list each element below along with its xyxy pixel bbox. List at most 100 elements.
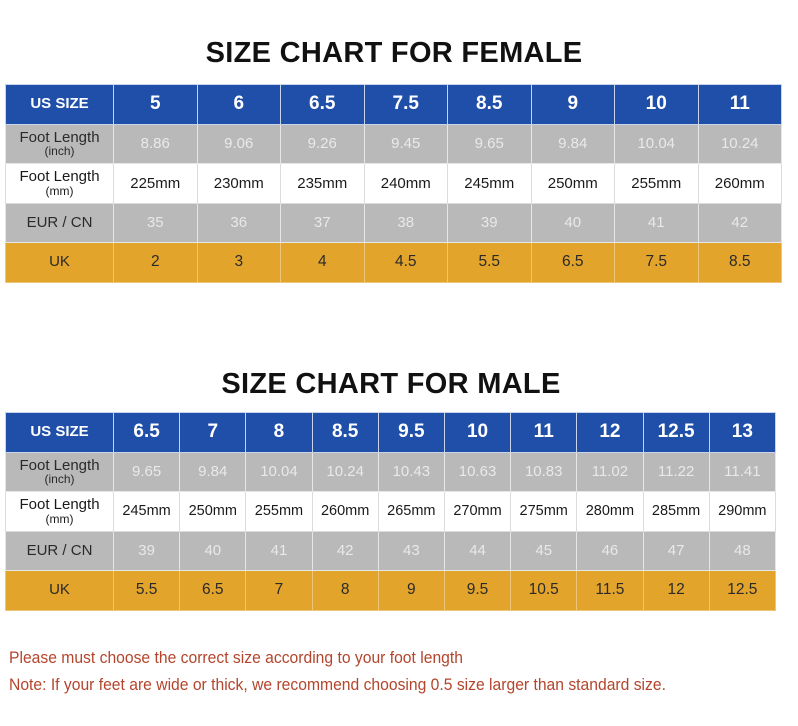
eur-cell: 42	[311, 530, 379, 571]
row-label-text: US SIZE	[30, 423, 89, 441]
foot-length-inch-row: Foot Length (inch) 8.86 9.06 9.26 9.45 9.65 9.8…	[5, 123, 782, 164]
eur-cell: 48	[708, 530, 777, 571]
uk-cell: 5.5	[112, 570, 181, 611]
mm-cell: 230mm	[196, 163, 281, 204]
mm-cell: 225mm	[113, 163, 198, 204]
inch-cell: 8.86	[113, 123, 198, 164]
row-label-unit: (inch)	[44, 472, 75, 487]
uk-cell: 4	[280, 242, 365, 283]
eur-cell: 46	[576, 530, 644, 571]
uk-size-row: UK 2 3 4 4.5 5.5 6.5 7.5 8.5	[5, 242, 782, 283]
foot-length-note: Please must choose the correct size acco…	[9, 649, 463, 667]
inch-cell: 10.04	[245, 451, 313, 492]
eur-cell: 39	[112, 530, 181, 571]
uk-cell: 11.5	[576, 570, 644, 611]
row-label: Foot Length (mm)	[5, 491, 114, 532]
mm-cell: 275mm	[510, 491, 578, 532]
us-cell: 6.5	[280, 84, 365, 125]
row-label-text: UK	[49, 253, 70, 271]
inch-cell: 9.65	[112, 451, 181, 492]
us-cell: 9.5	[377, 412, 445, 453]
row-label: Foot Length (inch)	[5, 123, 114, 164]
uk-cell: 2	[113, 242, 198, 283]
row-label-text: Foot Length	[19, 456, 100, 474]
row-label-text: EUR / CN	[26, 541, 93, 559]
uk-size-row: UK 5.5 6.5 7 8 9 9.5 10.5 11.5 12 12.5	[5, 570, 777, 611]
eur-cell: 40	[530, 202, 615, 243]
uk-cell: 8	[311, 570, 379, 611]
female-chart-title: SIZE CHART FOR FEMALE	[205, 37, 583, 69]
mm-cell: 245mm	[447, 163, 532, 204]
inch-cell: 9.84	[530, 123, 615, 164]
row-label: EUR / CN	[5, 530, 114, 571]
us-size-row: US SIZE 5 6 6.5 7.5 8.5 9 10 11	[5, 84, 782, 125]
uk-cell: 12.5	[708, 570, 777, 611]
uk-cell: 10.5	[510, 570, 578, 611]
uk-cell: 8.5	[697, 242, 782, 283]
us-size-row: US SIZE 6.5 7 8 8.5 9.5 10 11 12 12.5 13	[5, 412, 777, 453]
us-cell: 7.5	[363, 84, 448, 125]
mm-cell: 250mm	[179, 491, 247, 532]
us-cell: 5	[113, 84, 198, 125]
row-label: US SIZE	[5, 412, 114, 453]
inch-cell: 10.04	[614, 123, 699, 164]
us-cell: 8.5	[447, 84, 532, 125]
foot-length-mm-row: Foot Length (mm) 245mm 250mm 255mm 260mm 265mm…	[5, 491, 777, 532]
mm-cell: 265mm	[377, 491, 445, 532]
foot-length-mm-row: Foot Length (mm) 225mm 230mm 235mm 240mm 245mm…	[5, 163, 782, 204]
row-label: Foot Length (mm)	[5, 163, 114, 204]
us-cell: 11	[697, 84, 782, 125]
uk-cell: 4.5	[363, 242, 448, 283]
male-size-table: US SIZE 6.5 7 8 8.5 9.5 10 11 12 12.5 13 Foot Lengt…	[5, 412, 777, 611]
inch-cell: 10.24	[697, 123, 782, 164]
mm-cell: 240mm	[363, 163, 448, 204]
row-label-text: UK	[49, 581, 70, 599]
us-cell: 9	[530, 84, 615, 125]
us-cell: 8.5	[311, 412, 379, 453]
row-label: UK	[5, 570, 114, 611]
us-cell: 13	[708, 412, 777, 453]
row-label-text: Foot Length	[19, 128, 100, 146]
eur-cell: 37	[280, 202, 365, 243]
us-cell: 8	[245, 412, 313, 453]
eur-cell: 43	[377, 530, 445, 571]
mm-cell: 270mm	[443, 491, 512, 532]
eur-cell: 36	[196, 202, 281, 243]
uk-cell: 7.5	[614, 242, 699, 283]
mm-cell: 280mm	[576, 491, 644, 532]
row-label: US SIZE	[5, 84, 114, 125]
inch-cell: 11.41	[708, 451, 777, 492]
male-chart-title: SIZE CHART FOR MALE	[221, 368, 561, 400]
us-cell: 10	[443, 412, 512, 453]
eur-cell: 42	[697, 202, 782, 243]
row-label-text: Foot Length	[19, 496, 100, 514]
eur-cell: 47	[642, 530, 710, 571]
eur-cn-row: EUR / CN 39 40 41 42 43 44 45 46 47 48	[5, 530, 777, 571]
row-label-unit: (inch)	[44, 144, 75, 159]
row-label-unit: (mm)	[45, 183, 74, 198]
us-cell: 12.5	[642, 412, 710, 453]
uk-cell: 6.5	[179, 570, 247, 611]
wide-feet-note: Note: If your feet are wide or thick, we…	[9, 676, 666, 694]
row-label-text: EUR / CN	[26, 213, 93, 231]
inch-cell: 10.83	[510, 451, 578, 492]
foot-length-inch-row: Foot Length (inch) 9.65 9.84 10.04 10.24 10.43…	[5, 451, 777, 492]
eur-cell: 45	[510, 530, 578, 571]
eur-cell: 41	[614, 202, 699, 243]
us-cell: 11	[510, 412, 578, 453]
us-cell: 7	[179, 412, 247, 453]
row-label-text: US SIZE	[30, 95, 89, 113]
uk-cell: 3	[196, 242, 281, 283]
mm-cell: 290mm	[708, 491, 777, 532]
inch-cell: 10.24	[311, 451, 379, 492]
inch-cell: 9.84	[179, 451, 247, 492]
eur-cell: 35	[113, 202, 198, 243]
eur-cell: 41	[245, 530, 313, 571]
mm-cell: 255mm	[245, 491, 313, 532]
inch-cell: 9.65	[447, 123, 532, 164]
row-label-text: Foot Length	[19, 168, 100, 186]
inch-cell: 11.22	[642, 451, 710, 492]
size-notes: Please must choose the correct size acco…	[9, 649, 701, 695]
eur-cell: 44	[443, 530, 512, 571]
us-cell: 10	[614, 84, 699, 125]
